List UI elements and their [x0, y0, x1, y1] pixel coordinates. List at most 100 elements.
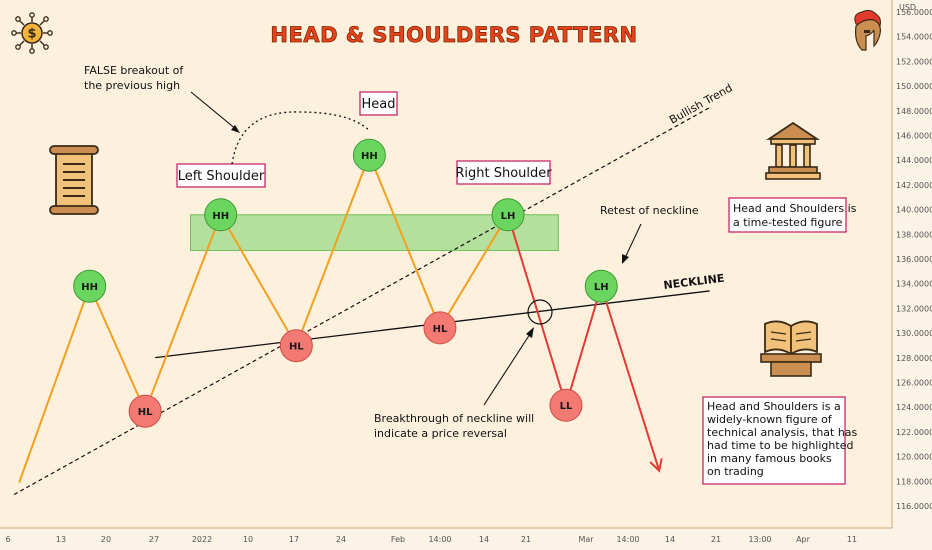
pivot-node-label: HH — [361, 151, 378, 162]
pivot-node-label: HL — [433, 324, 448, 335]
false-breakout-arrow — [190, 91, 240, 133]
y-tick-labels: 156.00000 154.00000 152.00000 150.00000 148.… — [896, 8, 932, 511]
x-tick-label: 13:00 — [748, 535, 771, 544]
y-tick-label: 126.00000 — [896, 379, 932, 388]
retest-arrow — [622, 223, 642, 264]
pivot-node-label: HH — [212, 211, 229, 222]
info-box-2-line-1: Head and Shoulders is a — [707, 400, 841, 413]
high-pivot-node — [584, 269, 618, 303]
x-tick-label: Mar — [578, 535, 594, 544]
y-tick-label: 130.00000 — [896, 329, 932, 338]
low-pivot-node — [279, 329, 313, 363]
price-series-arrowhead — [649, 458, 663, 473]
price-series-line — [507, 214, 661, 472]
y-tick-label: 122.00000 — [896, 428, 932, 437]
svg-text:$: $ — [27, 27, 36, 42]
pivot-node-label: LL — [560, 401, 573, 412]
y-tick-label: 138.00000 — [896, 230, 932, 239]
x-tick-label: Feb — [391, 535, 405, 544]
x-tick-label: 14:00 — [616, 535, 639, 544]
x-tick-label: 27 — [149, 535, 159, 544]
info-box-2-line-6: on trading — [707, 465, 764, 478]
pivot-nodes: HH HL HH HL HH HL LH LL LH — [73, 138, 618, 428]
y-tick-label: 116.00000 — [896, 502, 932, 511]
head-label-box: Head — [359, 91, 398, 116]
x-tick-label: 13 — [56, 535, 66, 544]
x-tick-label: 14:00 — [428, 535, 451, 544]
info-box-1-line-2: a time-tested figure — [733, 216, 843, 229]
x-tick-label: 24 — [336, 535, 346, 544]
y-tick-label: 148.00000 — [896, 107, 932, 116]
book-on-lectern-icon — [760, 320, 822, 377]
chart-title: HEAD & SHOULDERS PATTERN — [270, 23, 637, 47]
high-pivot-node — [204, 198, 238, 232]
price-series-line — [18, 152, 509, 483]
false-breakout-arc — [231, 111, 371, 165]
y-tick-label: 144.00000 — [896, 156, 932, 165]
breakthrough-arrow — [483, 327, 534, 406]
x-tick-label: 20 — [101, 535, 111, 544]
info-box-1-line-1: Head and Shoulders is — [733, 202, 857, 215]
y-tick-label: 132.00000 — [896, 304, 932, 313]
false-breakout-line-1: FALSE breakout of — [84, 64, 184, 77]
y-tick-label: 140.00000 — [896, 206, 932, 215]
head-label: Head — [362, 97, 396, 112]
y-tick-label: 128.00000 — [896, 354, 932, 363]
neckline-break-circle — [527, 299, 553, 325]
y-tick-label: 118.00000 — [896, 477, 932, 486]
x-tick-label: 14 — [479, 535, 489, 544]
y-tick-label: 150.00000 — [896, 82, 932, 91]
x-tick-label: 11 — [847, 535, 857, 544]
y-tick-label: 124.00000 — [896, 403, 932, 412]
price-series — [18, 152, 663, 483]
y-tick-label: 136.00000 — [896, 255, 932, 264]
spartan-helmet-icon — [854, 9, 881, 51]
pivot-node-label: LH — [594, 282, 609, 293]
y-tick-label: 134.00000 — [896, 280, 932, 289]
low-pivot-node — [128, 394, 162, 428]
x-tick-label: 21 — [711, 535, 721, 544]
info-box-2-line-4: had time to be highlighted — [707, 439, 853, 452]
info-box-widely-known: Head and Shoulders is a widely-known fig… — [702, 396, 858, 485]
info-box-2-line-2: widely-known figure of — [707, 413, 833, 426]
x-tick-label: 14 — [665, 535, 675, 544]
low-pivot-node — [549, 388, 583, 422]
currency-label: USD — [899, 3, 916, 12]
right-shoulder-label: Right Shoulder — [455, 166, 552, 181]
x-tick-labels: 6 13 20 27 2022 10 17 24 Feb 14:00 14 21 Mar 14:00 14 2… — [5, 535, 857, 544]
breakthrough-line-1: Breakthrough of neckline will — [374, 412, 534, 425]
y-tick-label: 146.00000 — [896, 132, 932, 141]
left-shoulder-label: Left Shoulder — [178, 169, 265, 184]
x-tick-label: 6 — [5, 535, 10, 544]
low-pivot-node — [423, 311, 457, 345]
price-scale[interactable] — [892, 0, 932, 550]
info-box-2-line-5: in many famous books — [707, 452, 832, 465]
time-scale[interactable] — [0, 528, 932, 550]
high-pivot-node — [352, 138, 386, 172]
left-shoulder-label-box: Left Shoulder — [176, 163, 266, 188]
breakthrough-line-2: indicate a price reversal — [374, 427, 507, 440]
high-pivot-node — [73, 269, 107, 303]
x-tick-label: Apr — [796, 535, 811, 544]
false-breakout-line-2: the previous high — [84, 79, 180, 92]
dollar-network-icon: $ — [11, 12, 53, 54]
scroll-icon — [49, 145, 99, 215]
pivot-node-label: HL — [138, 407, 153, 418]
y-tick-label: 142.00000 — [896, 181, 932, 190]
y-tick-label: 154.00000 — [896, 33, 932, 42]
info-box-2-line-3: technical analysis, that has — [707, 426, 858, 439]
bank-building-icon — [765, 121, 821, 180]
pivot-node-label: LH — [501, 211, 516, 222]
x-tick-label: 17 — [289, 535, 299, 544]
pivot-node-label: HL — [289, 342, 304, 353]
x-tick-label: 2022 — [192, 535, 212, 544]
info-box-time-tested: Head and Shoulders is a time-tested figu… — [728, 197, 857, 233]
y-tick-label: 120.00000 — [896, 453, 932, 462]
x-tick-label: 10 — [243, 535, 253, 544]
right-shoulder-label-box: Right Shoulder — [455, 160, 552, 185]
high-pivot-node — [491, 198, 525, 232]
x-tick-label: 21 — [521, 535, 531, 544]
pivot-node-label: HH — [81, 282, 98, 293]
